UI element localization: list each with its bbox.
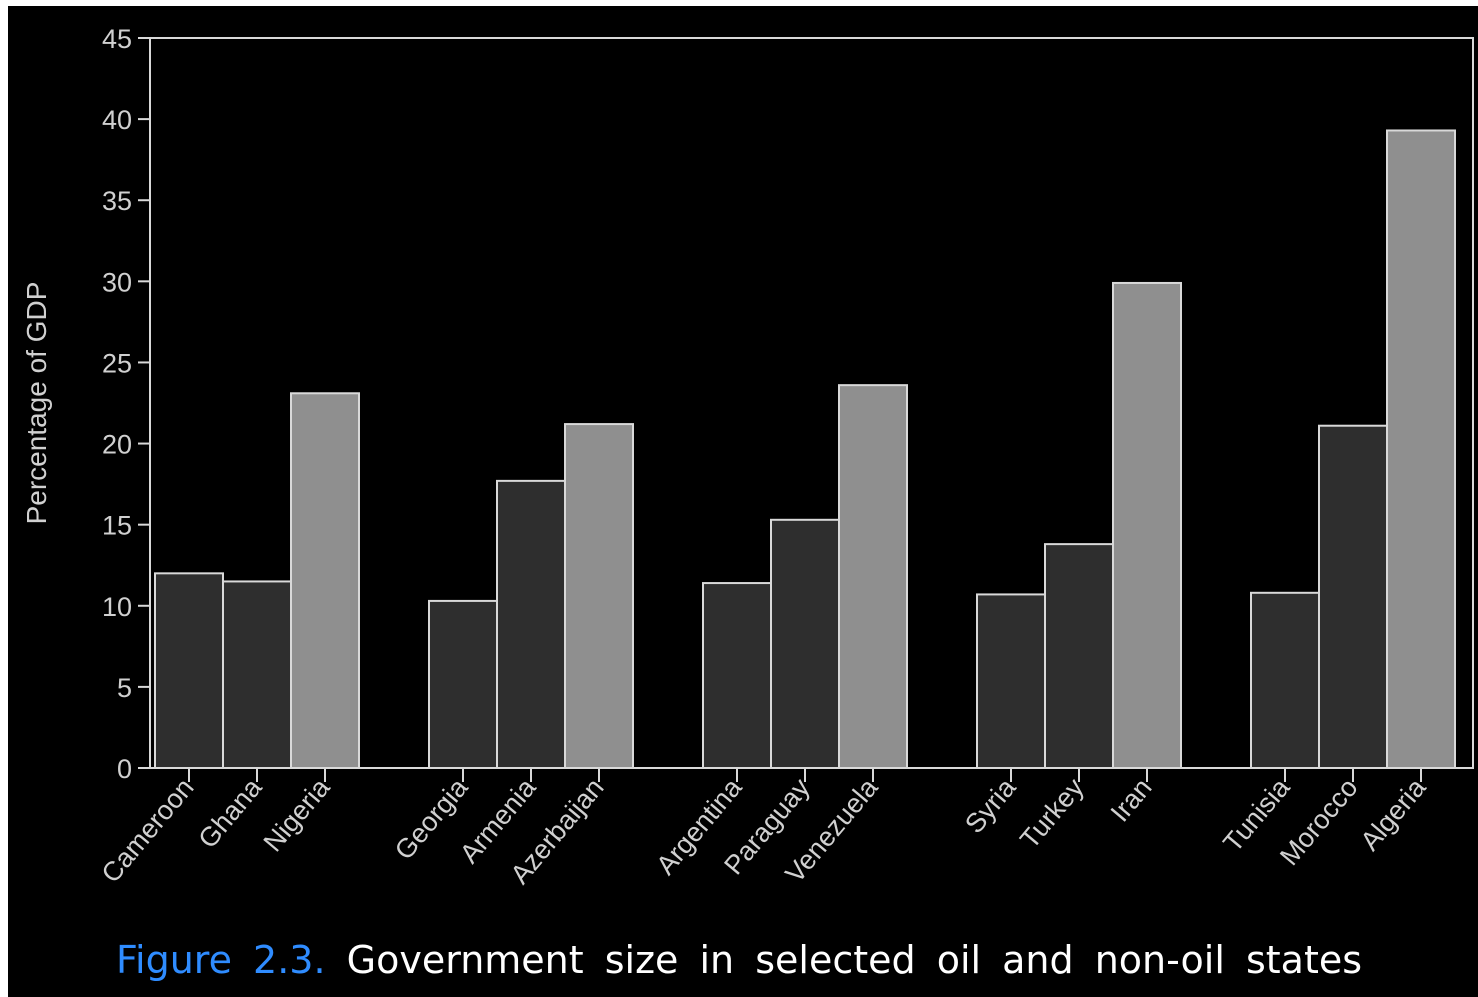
bar-syria bbox=[976, 593, 1046, 770]
caption-label: Figure 2.3. bbox=[115, 938, 326, 982]
x-tick-label: Turkey bbox=[1014, 772, 1090, 854]
y-tick-label: 25 bbox=[102, 348, 132, 378]
figure-caption: Figure 2.3. Government size in selected … bbox=[0, 928, 1478, 992]
y-tick-label: 20 bbox=[102, 430, 132, 460]
y-axis-label: Percentage of GDP bbox=[21, 282, 52, 525]
bar-tunisia bbox=[1250, 591, 1320, 769]
x-tick-label: Iran bbox=[1105, 773, 1158, 828]
x-tick-label: Ghana bbox=[192, 772, 268, 854]
bar-argentina bbox=[702, 582, 772, 769]
bar-venezuela bbox=[838, 384, 908, 769]
y-tick-label: 0 bbox=[117, 754, 132, 784]
y-tick-label: 40 bbox=[102, 105, 132, 135]
bar-morocco bbox=[1318, 424, 1388, 769]
bar-turkey bbox=[1044, 543, 1114, 770]
x-tick-label: Algeria bbox=[1355, 772, 1433, 856]
bar-ghana bbox=[222, 580, 292, 770]
bar-cameroon bbox=[154, 572, 224, 769]
y-tick-label: 5 bbox=[117, 673, 132, 703]
bar-iran bbox=[1112, 281, 1182, 769]
x-tick-label: Cameroon bbox=[96, 773, 200, 889]
y-tick-label: 30 bbox=[102, 267, 132, 297]
plot-frame bbox=[149, 37, 1474, 769]
bar-armenia bbox=[496, 479, 566, 769]
y-tick-label: 35 bbox=[102, 186, 132, 216]
bar-algeria bbox=[1386, 129, 1456, 769]
x-tick-label: Nigeria bbox=[258, 772, 337, 858]
bar-azerbaijan bbox=[564, 423, 634, 769]
y-tick-label: 10 bbox=[102, 592, 132, 622]
bar-georgia bbox=[428, 599, 498, 770]
x-tick-label: Syria bbox=[959, 772, 1022, 839]
caption-text: Government size in selected oil and non-… bbox=[346, 938, 1363, 982]
y-tick-label: 15 bbox=[102, 511, 132, 541]
y-tick-label: 45 bbox=[102, 24, 132, 54]
figure-frame: Cameroon Ghana Nigeria Georgia Armenia Azerba… bbox=[8, 6, 1478, 997]
bar-nigeria bbox=[290, 392, 360, 769]
bar-paraguay bbox=[770, 518, 840, 769]
